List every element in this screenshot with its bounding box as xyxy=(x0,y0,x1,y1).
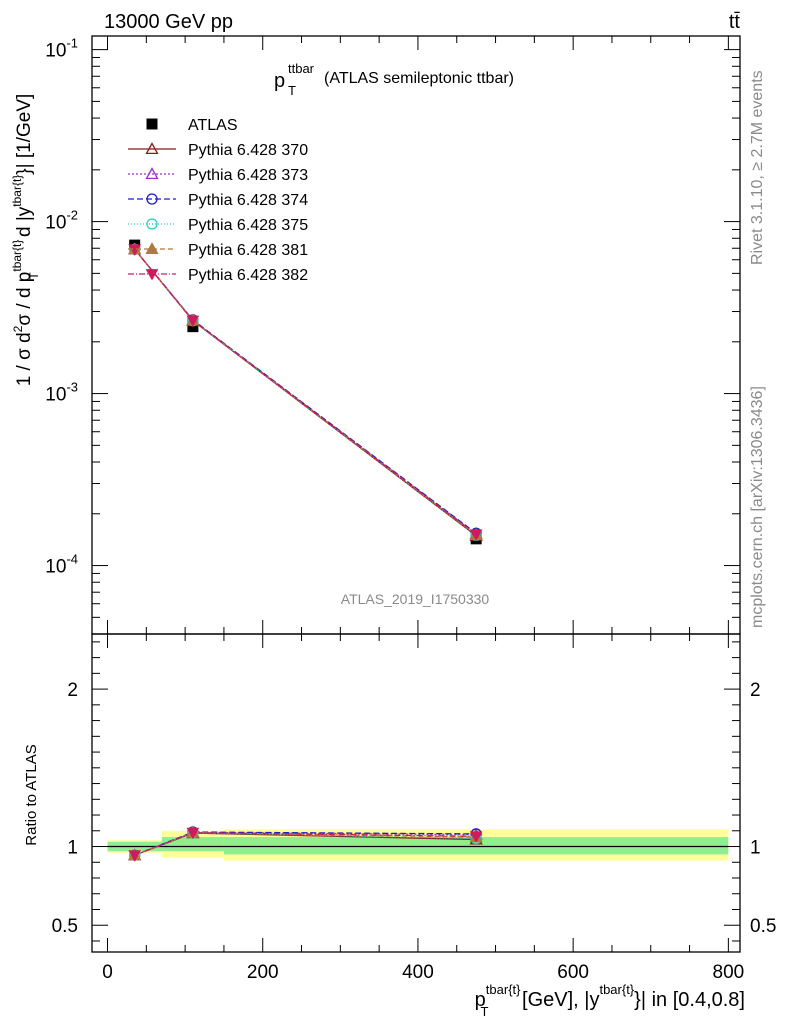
series-line-p382 xyxy=(134,248,477,535)
legend-marker-p374 xyxy=(146,193,158,205)
ratio-point-p382 xyxy=(469,831,483,843)
legend-label-p373: Pythia 6.428 373 xyxy=(188,167,308,184)
x-tick-label: 400 xyxy=(402,962,434,983)
y-axis-label-main: 1 / σ d2σ / d ptbar{t}T d |ytbar{t}}| [1… xyxy=(10,94,41,387)
mcplots-text: mcplots.cern.ch [arXiv:1306.3436] xyxy=(749,386,766,628)
ratio-y-tick-label-right: 2 xyxy=(750,680,761,701)
series-line-p381 xyxy=(134,248,477,536)
x-tick-label: 0 xyxy=(102,962,113,983)
ratio-band-inner xyxy=(161,837,224,852)
rivet-version-text: Rivet 3.1.10, ≥ 2.7M events xyxy=(749,70,766,265)
plot-title-sub: T xyxy=(288,83,296,98)
y-tick-label: 10-1 xyxy=(45,36,78,62)
legend: ATLAS Pythia 6.428 370 Pythia 6.428 373 Pyt… xyxy=(128,117,308,284)
ratio-line-p381 xyxy=(134,832,477,856)
series-point-p382 xyxy=(186,315,200,328)
series-line-p374 xyxy=(134,248,477,534)
legend-marker-p375 xyxy=(146,218,158,230)
axes: 0 200 400 600 800 10-4 10-3 10-2 10-1 0.5 0.5 1 1 2 2 xyxy=(45,35,776,983)
plot-title-sup: ttbar xyxy=(288,61,315,76)
ratio-y-tick-label-right: 1 xyxy=(750,838,761,859)
ratio-point-p382 xyxy=(128,850,142,862)
y-tick-label: 10-2 xyxy=(45,208,78,234)
legend-marker-p373 xyxy=(145,167,159,180)
ratio-point-p382 xyxy=(186,827,200,840)
plot-title-p: p xyxy=(274,70,285,92)
legend-label-p374: Pythia 6.428 374 xyxy=(188,192,308,209)
ratio-y-tick-label-left: 2 xyxy=(67,680,78,701)
series-line-p373 xyxy=(134,248,477,535)
legend-marker-p370 xyxy=(145,142,159,155)
series-point-p382 xyxy=(469,529,483,541)
analysis-id: ATLAS_2019_I1750330 xyxy=(341,591,490,607)
plot-title-rest: (ATLAS semileptonic ttbar) xyxy=(324,70,514,87)
x-tick-label: 200 xyxy=(247,962,279,983)
ratio-y-tick-label-left: 1 xyxy=(67,838,78,859)
ratio-frame xyxy=(91,633,741,953)
y-axis-label-ratio: Ratio to ATLAS xyxy=(23,744,40,845)
header-right: tt̄ xyxy=(729,11,741,33)
legend-label-p382: Pythia 6.428 382 xyxy=(188,267,308,284)
legend-label-p375: Pythia 6.428 375 xyxy=(188,217,308,234)
series-line-p370 xyxy=(134,248,477,537)
legend-label-p381: Pythia 6.428 381 xyxy=(188,242,308,259)
main-panel xyxy=(128,239,483,545)
ratio-band-inner xyxy=(223,837,729,855)
x-tick-label: 800 xyxy=(713,962,745,983)
series-point-p382 xyxy=(128,244,142,256)
header-left: 13000 GeV pp xyxy=(104,11,233,33)
x-axis-label: ptbar{t} T [GeV], |ytbar{t}}| in [0.4,0.8… xyxy=(475,982,745,1019)
legend-marker-atlas xyxy=(146,118,158,130)
y-tick-label: 10-4 xyxy=(45,552,78,578)
legend-label-p370: Pythia 6.428 370 xyxy=(188,142,308,159)
y-tick-label: 10-3 xyxy=(45,380,78,406)
ratio-y-tick-label-left: 0.5 xyxy=(52,916,78,937)
ratio-panel xyxy=(107,825,729,862)
x-tick-label: 600 xyxy=(557,962,589,983)
ratio-y-tick-label-right: 0.5 xyxy=(750,916,776,937)
legend-marker-p382 xyxy=(145,269,159,281)
series-line-p375 xyxy=(134,248,477,536)
legend-label-atlas: ATLAS xyxy=(188,117,238,134)
plot-title: p ttbar T (ATLAS semileptonic ttbar) xyxy=(274,61,514,98)
legend-marker-p381 xyxy=(145,242,159,255)
